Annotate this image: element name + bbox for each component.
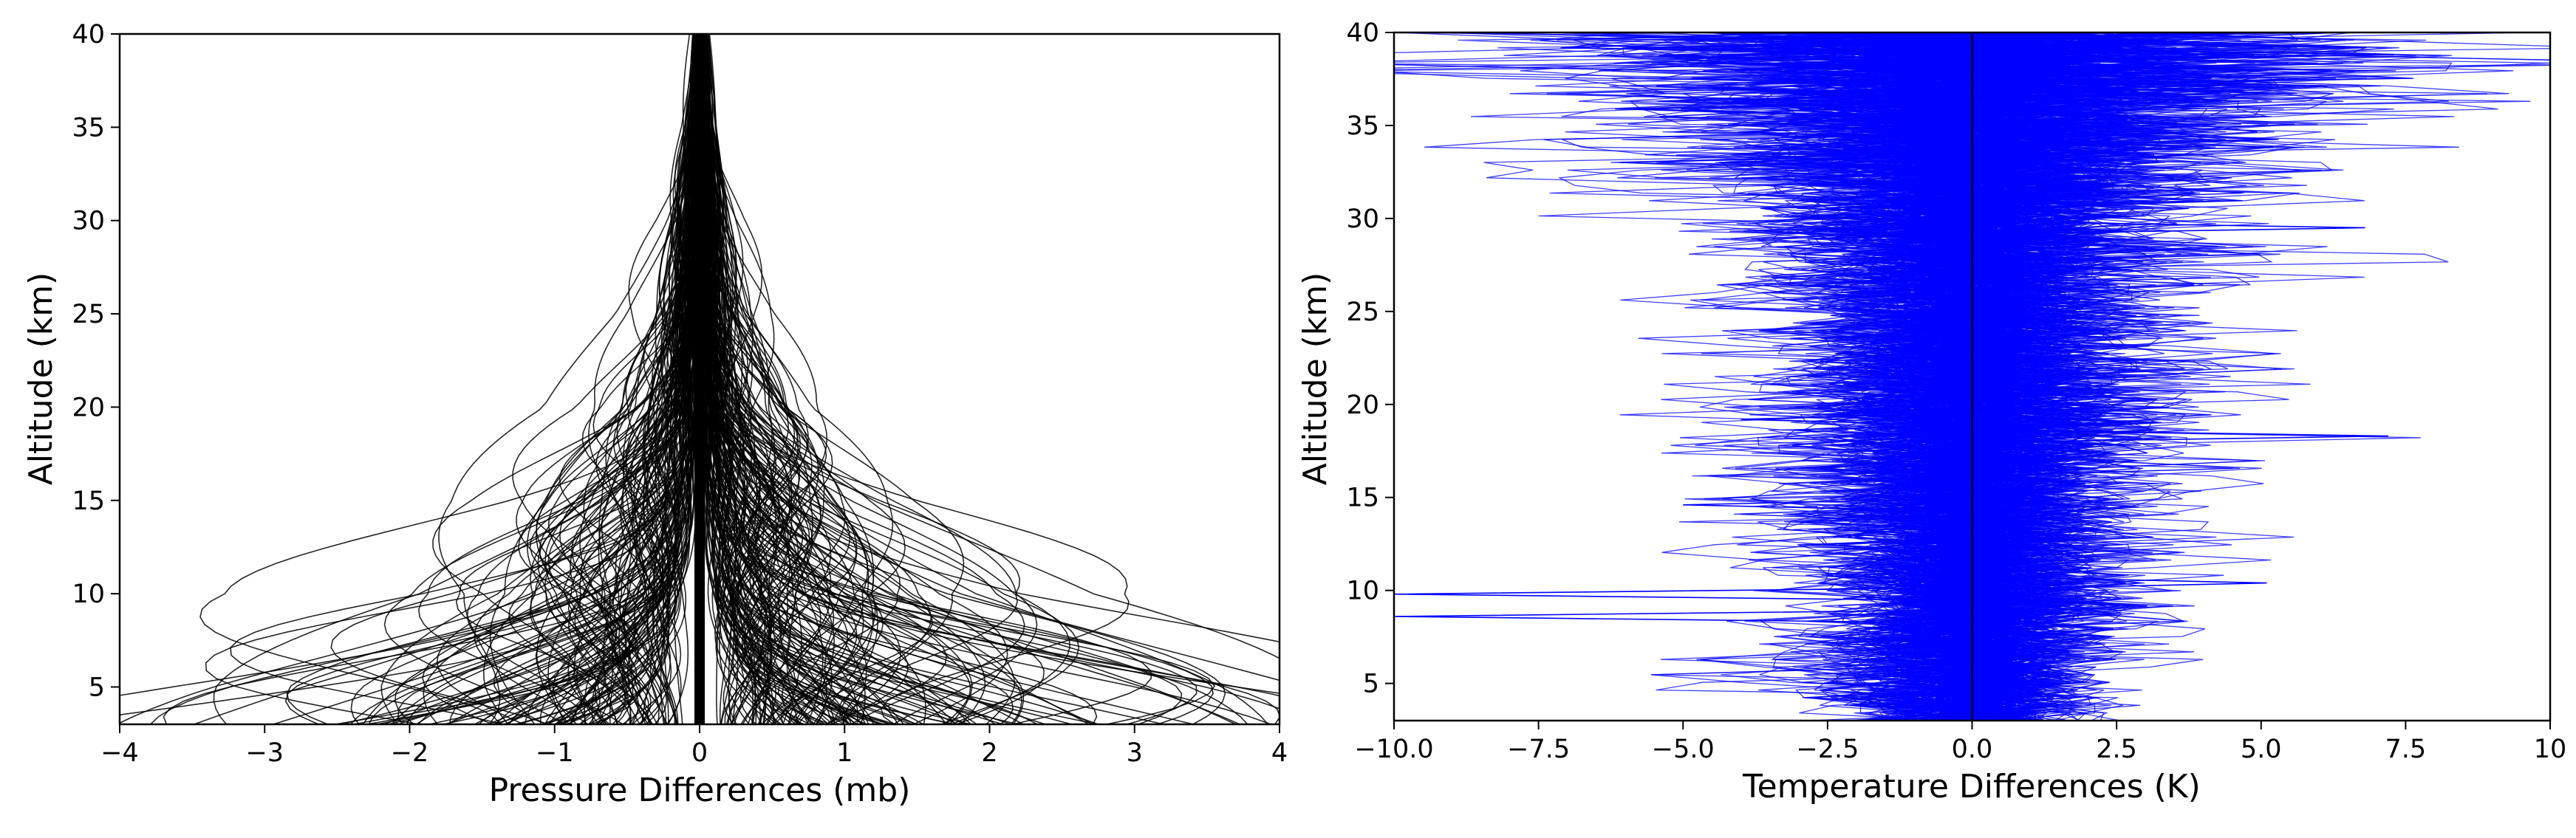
temperature-series-line	[1394, 32, 2459, 721]
temperature-x-axis-label: Temperature Differences (K)	[1742, 768, 2201, 806]
temperature-x-tick-label: 7.5	[2385, 735, 2427, 764]
pressure-series-line	[120, 34, 691, 716]
temperature-outlier-spike	[1683, 498, 1972, 512]
pressure-y-tick-label: 40	[72, 20, 105, 49]
pressure-y-tick-label: 25	[72, 300, 105, 329]
temperature-chart: −10.0 −7.5 −5.0 −2.5 0.0 2.5 5.0 7.5 10 5 10 15 20 2…	[1296, 18, 2566, 806]
temperature-series-line	[1394, 32, 2527, 721]
temperature-y-tick-label: 10	[1346, 577, 1379, 606]
pressure-y-axis-label: Altitude (km)	[22, 272, 60, 486]
pressure-series-line	[330, 34, 698, 724]
temperature-series-line	[1694, 32, 2212, 721]
pressure-series-line	[199, 34, 697, 724]
temperature-series-line	[1812, 32, 2201, 721]
temperature-series-line	[1598, 32, 2368, 721]
temperature-plot-area	[1394, 32, 2550, 721]
temperature-y-tick-label: 20	[1346, 391, 1379, 420]
temperature-x-tick-label: 5.0	[2241, 735, 2282, 764]
pressure-series-line	[273, 34, 697, 724]
temperature-series-line	[1503, 32, 2327, 721]
pressure-series-line	[432, 34, 697, 724]
pressure-series-line	[700, 34, 1072, 724]
temperature-series-line	[1658, 32, 2334, 721]
temperature-y-axis-label: Altitude (km)	[1296, 272, 1334, 486]
temperature-outlier-spike	[1972, 575, 2267, 591]
temperature-x-tick-label: −10.0	[1354, 735, 1433, 764]
temperature-series-line	[1774, 32, 2221, 721]
temperature-series-line	[1820, 32, 2141, 721]
temperature-y-tick-label: 35	[1346, 111, 1379, 141]
temperature-series-line	[1660, 32, 2427, 721]
temperature-outlier-spike	[1972, 428, 2388, 444]
pressure-series-line	[700, 34, 1194, 724]
pressure-x-ticks: −4 −3 −2 −1 0 1 2 3 4	[100, 724, 1288, 768]
pressure-series-line	[704, 34, 1070, 724]
temperature-x-tick-label: 10	[2534, 735, 2567, 764]
temperature-outlier-spike	[1394, 609, 1972, 624]
temperature-y-tick-label: 15	[1346, 484, 1379, 513]
pressure-x-tick-label: −1	[536, 738, 574, 768]
pressure-series-line	[700, 34, 1198, 724]
temperature-x-tick-label: −7.5	[1507, 735, 1570, 764]
pressure-series-line	[205, 34, 699, 724]
pressure-y-tick-label: 15	[72, 487, 105, 516]
pressure-series-line	[504, 34, 699, 724]
pressure-x-axis-label: Pressure Differences (mb)	[489, 772, 911, 809]
pressure-y-tick-label: 35	[72, 113, 105, 142]
temperature-y-ticks: 5 10 15 20 25 30 35 40	[1346, 18, 1394, 699]
pressure-x-tick-label: 1	[836, 738, 853, 768]
pressure-series-line	[230, 34, 699, 724]
pressure-y-ticks: 5 10 15 20 25 30 35 40	[72, 20, 120, 702]
pressure-series-line	[383, 34, 698, 724]
pressure-plot-area	[120, 34, 1280, 724]
temperature-y-tick-label: 40	[1346, 18, 1379, 48]
pressure-y-tick-label: 5	[89, 673, 105, 702]
temperature-y-tick-label: 5	[1363, 670, 1379, 699]
pressure-series-line	[194, 34, 696, 724]
temperature-series-line	[1877, 32, 2087, 721]
temperature-x-tick-label: −5.0	[1652, 735, 1715, 764]
temperature-x-tick-label: 2.5	[2096, 735, 2137, 764]
temperature-outlier-spike	[1740, 412, 1972, 427]
temperature-series-line	[1394, 32, 2368, 721]
temperature-series-line	[1768, 32, 2102, 721]
temperature-y-tick-label: 25	[1346, 298, 1379, 327]
pressure-x-tick-label: −2	[391, 738, 429, 768]
temperature-series-line	[1880, 32, 2068, 721]
temperature-outlier-spike	[1972, 47, 2394, 62]
pressure-y-tick-label: 20	[72, 393, 105, 422]
temperature-series-line	[1509, 32, 2343, 721]
pressure-y-tick-label: 10	[72, 580, 105, 609]
temperature-series-line	[1788, 32, 2237, 721]
pressure-series-line	[438, 34, 698, 724]
temperature-series-line	[1394, 32, 2455, 721]
temperature-outlier-spike	[1394, 587, 1972, 602]
temperature-x-tick-label: 0.0	[1952, 735, 1993, 764]
temperature-series-line	[1633, 32, 2396, 721]
pressure-x-tick-label: 4	[1271, 738, 1288, 768]
pressure-chart: −4 −3 −2 −1 0 1 2 3 4 5 10 15 20 25 30 35 40 Pressure D…	[22, 20, 1288, 809]
pressure-x-tick-label: 3	[1127, 738, 1143, 768]
pressure-x-tick-label: 0	[691, 738, 708, 768]
temperature-x-ticks: −10.0 −7.5 −5.0 −2.5 0.0 2.5 5.0 7.5 10	[1354, 721, 2566, 764]
pressure-series-line	[377, 34, 700, 724]
pressure-series-line	[350, 34, 697, 724]
pressure-series-line	[708, 34, 1280, 659]
temperature-series-line	[1818, 32, 2175, 721]
pressure-series-line	[702, 34, 1240, 724]
pressure-x-tick-label: −4	[100, 738, 139, 768]
temperature-y-tick-label: 30	[1346, 205, 1379, 234]
pressure-series-line	[700, 34, 813, 724]
temperature-x-tick-label: −2.5	[1796, 735, 1859, 764]
pressure-series-line	[706, 34, 1237, 724]
pressure-x-tick-label: −3	[245, 738, 284, 768]
pressure-y-tick-label: 30	[72, 207, 105, 236]
pressure-series-line	[700, 34, 1152, 724]
pressure-series-line	[597, 34, 699, 724]
pressure-x-tick-label: 2	[981, 738, 997, 768]
temperature-outlier-spike	[1972, 220, 2365, 236]
